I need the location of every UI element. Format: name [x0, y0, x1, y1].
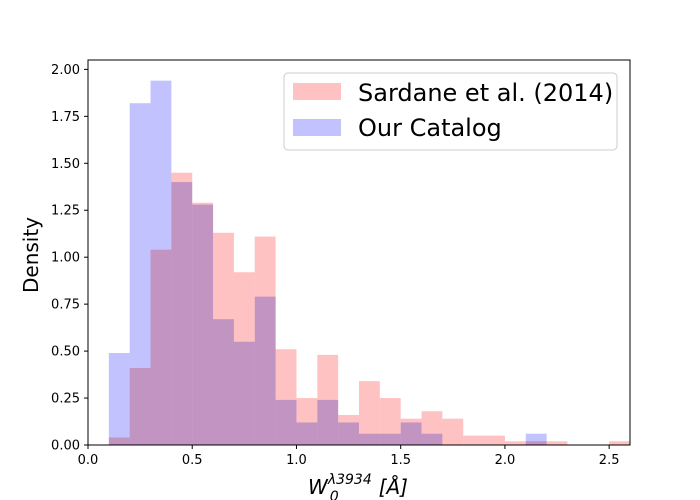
bar-sardane — [484, 435, 505, 445]
bar-catalog — [525, 433, 547, 445]
x-axis-label: Wλ3934 0 [Å] — [308, 472, 408, 500]
x-axis-label-subscript: 0 — [330, 489, 339, 500]
y-tick-label: 0.75 — [51, 298, 80, 313]
x-axis-label-unit: [Å] — [379, 475, 408, 499]
bar-catalog — [171, 182, 193, 445]
y-axis: 0.00 0.25 0.50 0.75 1.00 1.25 1.50 1.75 2.00 — [51, 63, 88, 454]
bar-catalog — [275, 399, 297, 445]
bar-catalog — [213, 319, 234, 445]
plot-area — [108, 80, 630, 445]
legend: Sardane et al. (2014) Our Catalog — [283, 72, 618, 151]
y-tick-label: 0.50 — [51, 345, 80, 360]
x-tick-label: 0.0 — [78, 453, 99, 468]
bar-catalog — [359, 433, 380, 445]
axes-frame — [87, 59, 631, 446]
bar-catalog — [192, 204, 214, 445]
x-axis-label-base: W — [308, 475, 329, 499]
legend-label-sardane: Sardane et al. (2014) — [358, 79, 613, 107]
x-tick-label: 1.5 — [390, 453, 411, 468]
bar-sardane — [442, 418, 464, 445]
series-catalog-bars — [108, 80, 547, 445]
bar-catalog — [338, 422, 359, 445]
bar-catalog — [108, 352, 130, 445]
bar-sardane — [546, 441, 568, 445]
legend-swatch-sardane — [293, 83, 341, 100]
legend-label-catalog: Our Catalog — [358, 114, 502, 142]
legend-swatch-catalog — [293, 119, 341, 136]
bar-catalog — [129, 103, 151, 445]
x-tick-label: 1.0 — [286, 453, 307, 468]
bar-catalog — [296, 422, 318, 445]
bar-catalog — [400, 422, 422, 445]
bar-catalog — [317, 399, 339, 445]
bar-catalog — [379, 433, 401, 445]
bar-catalog — [254, 296, 276, 445]
bar-catalog — [421, 433, 443, 445]
y-axis-label: Density — [19, 217, 43, 293]
bar-sardane — [463, 435, 485, 445]
x-axis: 0.0 0.5 1.0 1.5 2.0 2.5 — [78, 445, 620, 468]
y-tick-label: 1.00 — [51, 251, 80, 266]
bar-sardane — [379, 398, 401, 445]
y-tick-label: 0.00 — [51, 439, 80, 454]
bar-sardane — [504, 441, 526, 445]
y-tick-label: 1.50 — [51, 157, 80, 172]
legend-frame — [283, 72, 618, 151]
y-tick-label: 1.75 — [51, 110, 80, 125]
bar-sardane — [359, 381, 380, 445]
y-tick-label: 0.25 — [51, 392, 80, 407]
y-tick-label: 2.00 — [51, 63, 80, 78]
y-tick-label: 1.25 — [51, 204, 80, 219]
x-tick-label: 0.5 — [182, 453, 203, 468]
x-axis-label-superscript: λ3934 — [327, 472, 372, 488]
x-tick-label: 2.0 — [495, 453, 516, 468]
x-tick-label: 2.5 — [599, 453, 620, 468]
bar-catalog — [233, 341, 255, 445]
bar-catalog — [150, 80, 172, 445]
bar-sardane — [609, 441, 630, 445]
